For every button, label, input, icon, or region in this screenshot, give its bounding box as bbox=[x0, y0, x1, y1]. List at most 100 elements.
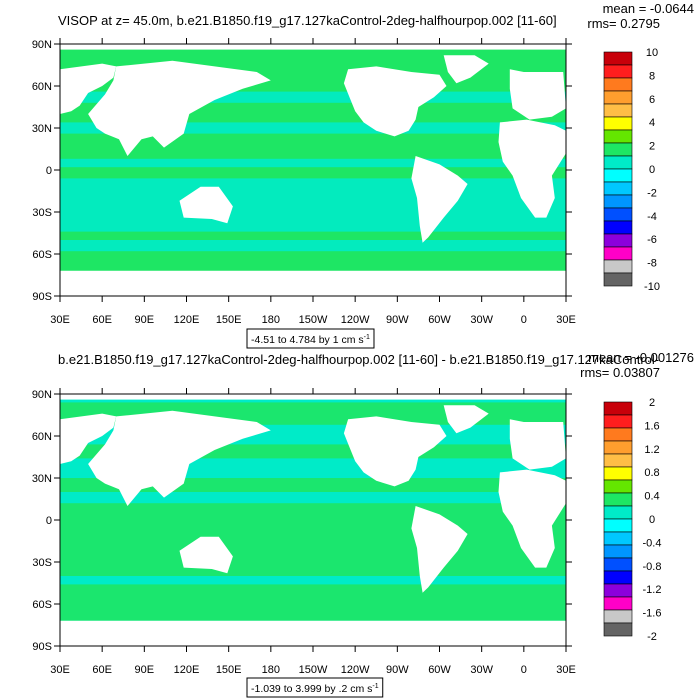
value-band bbox=[60, 584, 566, 621]
y-tick-label: 60S bbox=[32, 249, 52, 261]
land-mask-eurasia-west bbox=[60, 63, 117, 114]
land-mask-eurasia-east bbox=[88, 60, 271, 156]
x-tick-label: 30W bbox=[470, 664, 493, 676]
x-tick-label: 60W bbox=[428, 664, 451, 676]
y-tick-label: 0 bbox=[46, 165, 52, 177]
y-tick-label: 90S bbox=[32, 641, 52, 653]
value-band bbox=[60, 178, 566, 232]
value-band bbox=[60, 478, 566, 492]
value-band bbox=[60, 240, 566, 252]
range-label-text: -4.51 to 4.784 by 1 cm s-1 bbox=[251, 334, 370, 346]
colorbar-segment bbox=[603, 401, 633, 416]
x-tick-label: 150E bbox=[216, 664, 242, 676]
x-tick-label: 60E bbox=[92, 314, 112, 326]
value-band bbox=[60, 122, 566, 134]
colorbar-label: 8 bbox=[649, 70, 655, 82]
x-tick-label: 120E bbox=[174, 314, 200, 326]
colorbar-segment bbox=[603, 440, 633, 455]
y-tick-label: 30S bbox=[32, 207, 52, 219]
land-mask-eurasia-west bbox=[60, 413, 117, 464]
chart-title: VISOP at z= 45.0m, b.e21.B1850.f19_g17.1… bbox=[58, 13, 557, 28]
colorbar-label: -0.4 bbox=[643, 537, 662, 549]
colorbar-label: -0.8 bbox=[643, 561, 662, 573]
value-band bbox=[60, 503, 566, 576]
colorbar-segment bbox=[603, 207, 633, 222]
colorbar-segment bbox=[603, 531, 633, 546]
colorbar-label: 10 bbox=[646, 47, 658, 59]
colorbar-segment bbox=[603, 414, 633, 429]
colorbar-label: 0 bbox=[649, 514, 655, 526]
x-tick-label: 60E bbox=[92, 664, 112, 676]
colorbar-label: 0.4 bbox=[644, 491, 659, 503]
colorbar-label: 0.8 bbox=[644, 467, 659, 479]
colorbar-segment bbox=[603, 505, 633, 520]
x-tick-label: 180 bbox=[262, 664, 280, 676]
x-tick-label: 30E bbox=[50, 314, 70, 326]
land-mask-antarctica bbox=[60, 620, 566, 646]
colorbar-segment bbox=[603, 479, 633, 494]
colorbar-segment bbox=[603, 220, 633, 235]
colorbar-label: -1.6 bbox=[643, 608, 662, 620]
colorbar-segment bbox=[603, 155, 633, 170]
colorbar-segment bbox=[603, 453, 633, 468]
colorbar-label: -4 bbox=[647, 211, 657, 223]
colorbar-segment bbox=[603, 64, 633, 79]
land-mask-africa bbox=[498, 119, 566, 218]
land-mask-africa bbox=[498, 469, 566, 568]
land-mask-australia bbox=[179, 536, 233, 574]
colorbar-label: -10 bbox=[644, 281, 660, 293]
land-mask-north-america bbox=[343, 416, 447, 487]
colorbar-segment bbox=[603, 259, 633, 274]
colorbar-segment bbox=[603, 77, 633, 92]
x-tick-label: 120E bbox=[174, 664, 200, 676]
colorbar-segment bbox=[603, 518, 633, 533]
colorbar-segment bbox=[603, 103, 633, 118]
colorbar-label: 0 bbox=[649, 164, 655, 176]
rms-text: rms= 0.2795 bbox=[587, 16, 660, 31]
y-tick-label: 60N bbox=[32, 431, 52, 443]
value-band bbox=[60, 158, 566, 168]
colorbar-label: -8 bbox=[647, 258, 657, 270]
colorbar-label: -6 bbox=[647, 234, 657, 246]
land-mask-australia bbox=[179, 186, 233, 224]
colorbar-segment bbox=[603, 51, 633, 66]
colorbar-segment bbox=[603, 427, 633, 442]
x-tick-label: 0 bbox=[521, 664, 527, 676]
colorbar-segment bbox=[603, 609, 633, 624]
colorbar-label: -1.2 bbox=[643, 584, 662, 596]
land-mask-greenland bbox=[443, 55, 489, 84]
colorbar: 10 8 6 4 2 0 -2 -4 -6 -8 -10 bbox=[603, 47, 660, 293]
range-label: -1.039 to 3.999 by .2 cm s-1 bbox=[246, 677, 384, 698]
range-label-box bbox=[246, 677, 384, 698]
x-tick-label: 90E bbox=[135, 664, 155, 676]
colorbar-label: 2 bbox=[649, 397, 655, 409]
colorbar-segment bbox=[603, 544, 633, 559]
value-band bbox=[60, 91, 566, 103]
colorbar-segment bbox=[603, 466, 633, 481]
colorbar-segment bbox=[603, 129, 633, 144]
x-tick-label: 30E bbox=[50, 664, 70, 676]
land-mask-north-america bbox=[343, 66, 447, 137]
x-tick-label: 180 bbox=[262, 314, 280, 326]
x-tick-label: 0 bbox=[521, 314, 527, 326]
colorbar-label: 1.2 bbox=[644, 444, 659, 456]
colorbar: 2 1.6 1.2 0.8 0.4 0 -0.4 -0.8 -1.2 -1.6 -2 bbox=[603, 397, 662, 643]
colorbar-segment bbox=[603, 570, 633, 585]
x-tick-label: 120W bbox=[341, 664, 370, 676]
y-tick-label: 30N bbox=[32, 123, 52, 135]
x-tick-label: 30W bbox=[470, 314, 493, 326]
colorbar-segment bbox=[603, 116, 633, 131]
x-tick-label: 150W bbox=[299, 314, 328, 326]
range-label: -4.51 to 4.784 by 1 cm s-1 bbox=[246, 328, 375, 349]
land-mask-europe bbox=[509, 69, 566, 120]
y-tick-label: 60S bbox=[32, 599, 52, 611]
colorbar-segment bbox=[603, 583, 633, 598]
y-tick-label: 90N bbox=[32, 389, 52, 401]
x-tick-label: 150W bbox=[299, 664, 328, 676]
x-tick-label: 30E bbox=[556, 664, 576, 676]
rms-text: rms= 0.03807 bbox=[580, 365, 660, 380]
mean-text: mean = -0.001276 bbox=[588, 350, 694, 365]
colorbar-label: 6 bbox=[649, 94, 655, 106]
colorbar-segment bbox=[603, 194, 633, 209]
